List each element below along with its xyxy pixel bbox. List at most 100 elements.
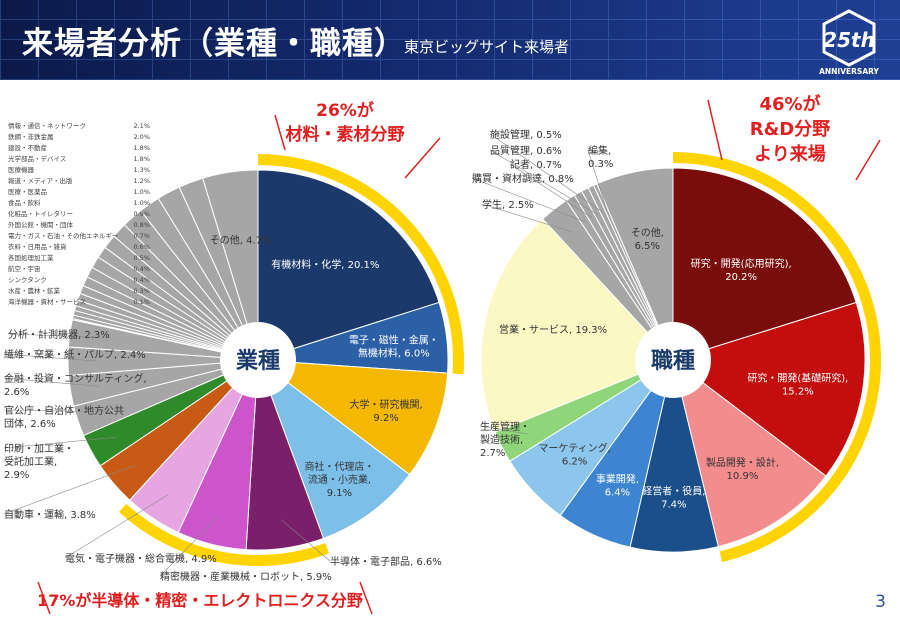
slice-label-2: 大学・研究機関, 9.2% [350, 398, 423, 424]
slice-label-2: 製品開発・設計, 10.9% [706, 456, 779, 482]
small-item-value: 0.6% [133, 243, 150, 251]
small-item-name: 水産・農林・鉱業 [8, 286, 61, 295]
logo-hexagon-icon [822, 9, 876, 67]
leader-line-13 [587, 149, 608, 211]
slice-label-6: 生産管理・製造技術, 2.7% [480, 420, 530, 459]
leader-line-11 [3, 353, 97, 362]
logo-text: ANNIVERSARY [819, 67, 879, 76]
pie-slice-0 [672, 167, 857, 361]
slice-label-12: 施設管理, 0.5% [490, 128, 562, 141]
slice-label-4: 事業開発, 6.4% [596, 472, 639, 498]
callout-rd-pct: 46%が [759, 93, 820, 115]
callout-lines [37, 99, 881, 615]
small-item-value: 2.1% [133, 122, 150, 130]
occupation-pie-chart: 研究・開発(応用研究), 20.2% 研究・開発(基礎研究), 15.2% 製品開発・設… [471, 128, 881, 563]
slice-label-4: 半導体・電子部品, 6.6% [330, 555, 442, 568]
small-item-value: 1.8% [133, 144, 150, 152]
callout-materials-pct: 26%が [316, 100, 374, 121]
pie-slice-30 [202, 169, 259, 361]
small-item-name: 海洋機器・資材・サービス [8, 297, 86, 306]
slice-label-0: 研究・開発(応用研究), 20.2% [691, 257, 792, 283]
slice-label-8: 学生, 2.5% [482, 198, 534, 211]
small-item-name: シンクタンク [8, 275, 47, 284]
small-item-value: 0.3% [133, 287, 150, 295]
slice-label-9: 官公庁・自治体・地方公共団体, 2.6% [4, 404, 124, 430]
leader-line-11 [489, 149, 599, 216]
small-item-name: 鉄鋼・非鉄金属 [8, 132, 54, 141]
small-item-name: 建設・不動産 [8, 143, 48, 152]
small-item-value: 1.8% [133, 155, 150, 163]
slice-label-6: 電気・電子機器・総合電機, 4.9% [65, 552, 217, 565]
leader-line-4 [281, 519, 331, 562]
pie-slice-2 [256, 359, 449, 476]
leader-line-10 [3, 377, 99, 387]
callout-semiconductor: 17%が半導体・精密・エレクトロニクス分野 [37, 591, 363, 610]
leader-line-7 [3, 464, 136, 515]
small-item-value: 0.8% [133, 221, 150, 229]
small-item-value: 2.0% [133, 133, 150, 141]
page-subtitle: 東京ビッグサイト来場者 [404, 38, 570, 56]
header-grid-pattern [0, 0, 900, 80]
small-item-name: 医療機器 [8, 165, 35, 174]
leader-line-12 [7, 333, 99, 338]
pie-center-label: 業種 [236, 349, 280, 374]
leader-line-8 [481, 203, 573, 233]
small-item-value: 1.3% [133, 166, 150, 174]
industry-small-items-list: 情報・通信・ネットワーク 2.1% 鉄鋼・非鉄金属 2.0% 建設・不動産 1.8% 光学部… [8, 121, 150, 306]
slice-label-5: マーケティング, 6.2% [538, 442, 610, 468]
small-item-name: 電力・ガス・石油・その他エネルギー [8, 231, 119, 240]
slice-label-0: 有機材料・化学, 20.1% [271, 258, 379, 271]
small-item-value: 0.1% [133, 298, 150, 306]
small-item-name: 外国公館・機関・団体 [8, 220, 74, 229]
slice-label-1: 研究・開発(基礎研究), 15.2% [747, 372, 848, 398]
callout-rd-suffix: より来場 [754, 144, 826, 165]
pie-center [220, 322, 296, 398]
page-number: 3 [875, 592, 886, 612]
pie-slice-14 [596, 167, 674, 361]
industry-pie-chart: 有機材料・化学, 20.1% 電子・磁性・金属・無機材料, 6.0% 大学・研究機関… [3, 154, 464, 583]
small-item-name: 食品・飲料 [8, 198, 41, 207]
slice-label-12: 分析・計測機器, 2.3% [8, 328, 110, 341]
pie-center [635, 322, 711, 398]
small-item-name: 報道・メディア・出版 [8, 176, 73, 185]
slice-label-30: その他, 4.7% [210, 233, 272, 246]
slice-label-11: 繊維・窯業・紙・パルプ, 2.4% [4, 348, 146, 361]
callout-rd-label: R&D分野 [750, 119, 831, 140]
leader-line-8 [3, 437, 117, 449]
callout-materials-label: 材料・素材分野 [286, 124, 405, 145]
slice-label-5: 精密機器・産業機械・ロボット, 5.9% [160, 570, 332, 583]
pie-slice-1 [671, 301, 866, 477]
leader-line-5 [159, 516, 219, 577]
logo-mark: 25th [823, 28, 875, 52]
pie-slice-3 [256, 358, 411, 540]
highlight-ring-1 [118, 503, 329, 566]
small-item-value: 0.4% [133, 265, 150, 273]
slice-label-13: 編集, 0.3% [588, 144, 613, 170]
slice-label-3: 商社・代理店・流通・小売業, 9.1% [304, 460, 374, 499]
slice-label-3: 経営者・役員, 7.4% [642, 484, 705, 510]
anniversary-logo: 25th ANNIVERSARY [819, 9, 879, 76]
leader-line-6 [479, 425, 528, 435]
small-item-value: 0.4% [133, 276, 150, 284]
small-item-name: 化粧品・トイレタリー [8, 209, 73, 218]
header-banner: 来場者分析（業種・職種） 東京ビッグサイト来場者 25th ANNIVERSAR… [0, 0, 900, 80]
slice-label-1: 電子・磁性・金属・無機材料, 6.0% [349, 334, 439, 360]
pie-slice-0 [257, 169, 440, 361]
slice-label-9: 購買・資材調達, 0.8% [472, 172, 574, 185]
small-item-name: 医療・医薬品 [8, 187, 47, 196]
small-item-name: 情報・通信・ネットワーク [8, 121, 86, 130]
small-item-name: 衣料・日用品・雑貨 [8, 242, 67, 251]
slice-label-7: 自動車・運輸, 3.8% [4, 508, 96, 521]
leader-line-10 [509, 163, 593, 219]
small-item-value: 1.0% [133, 199, 150, 207]
slice-label-11: 品質管理, 0.6% [490, 144, 562, 157]
slice-label-8: 印刷・加工業・受託加工業, 2.9% [4, 442, 74, 481]
leader-line-6 [64, 494, 169, 559]
small-item-value: 1.0% [133, 188, 150, 196]
pie-center-label: 職種 [651, 348, 695, 374]
pie-slice-2 [672, 358, 827, 548]
small-item-value: 1.2% [133, 177, 150, 185]
small-item-name: 各国処理加工業 [8, 253, 54, 262]
leader-line-9 [471, 177, 586, 223]
